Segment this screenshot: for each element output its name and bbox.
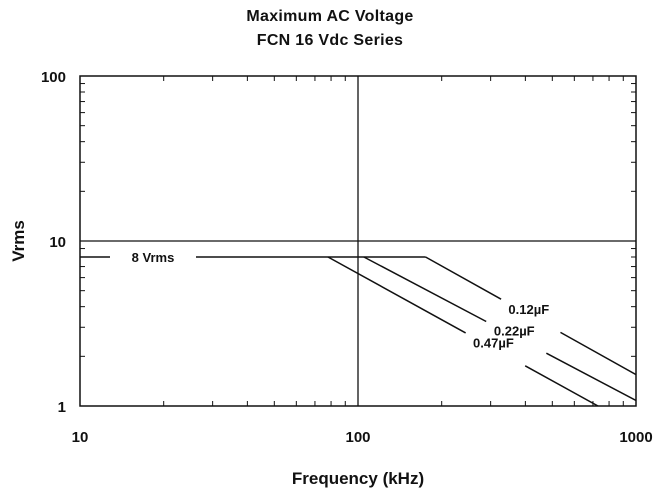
x-tick-label: 1000 bbox=[619, 429, 652, 446]
x-axis-label: Frequency (kHz) bbox=[292, 469, 424, 488]
plateau-label: 8 Vrms bbox=[132, 250, 175, 265]
chart-subtitle: FCN 16 Vdc Series bbox=[256, 32, 404, 49]
x-tick-label: 100 bbox=[345, 429, 370, 446]
chart-title: Maximum AC Voltage bbox=[246, 8, 414, 25]
y-tick-label: 1 bbox=[58, 399, 66, 416]
x-tick-label: 10 bbox=[72, 429, 89, 446]
y-axis-label: Vrms bbox=[9, 220, 28, 262]
y-tick-label: 100 bbox=[41, 69, 66, 86]
series-label: 0.47µF bbox=[473, 335, 514, 350]
series-line bbox=[560, 331, 636, 376]
series-label: 0.22µF bbox=[494, 323, 535, 338]
series-line bbox=[425, 256, 502, 300]
series-label: 0.12µF bbox=[508, 302, 549, 317]
y-tick-label: 10 bbox=[49, 234, 66, 251]
series-line bbox=[327, 256, 466, 334]
series-line bbox=[363, 256, 487, 323]
series-line bbox=[524, 365, 599, 406]
series-line bbox=[545, 352, 636, 402]
